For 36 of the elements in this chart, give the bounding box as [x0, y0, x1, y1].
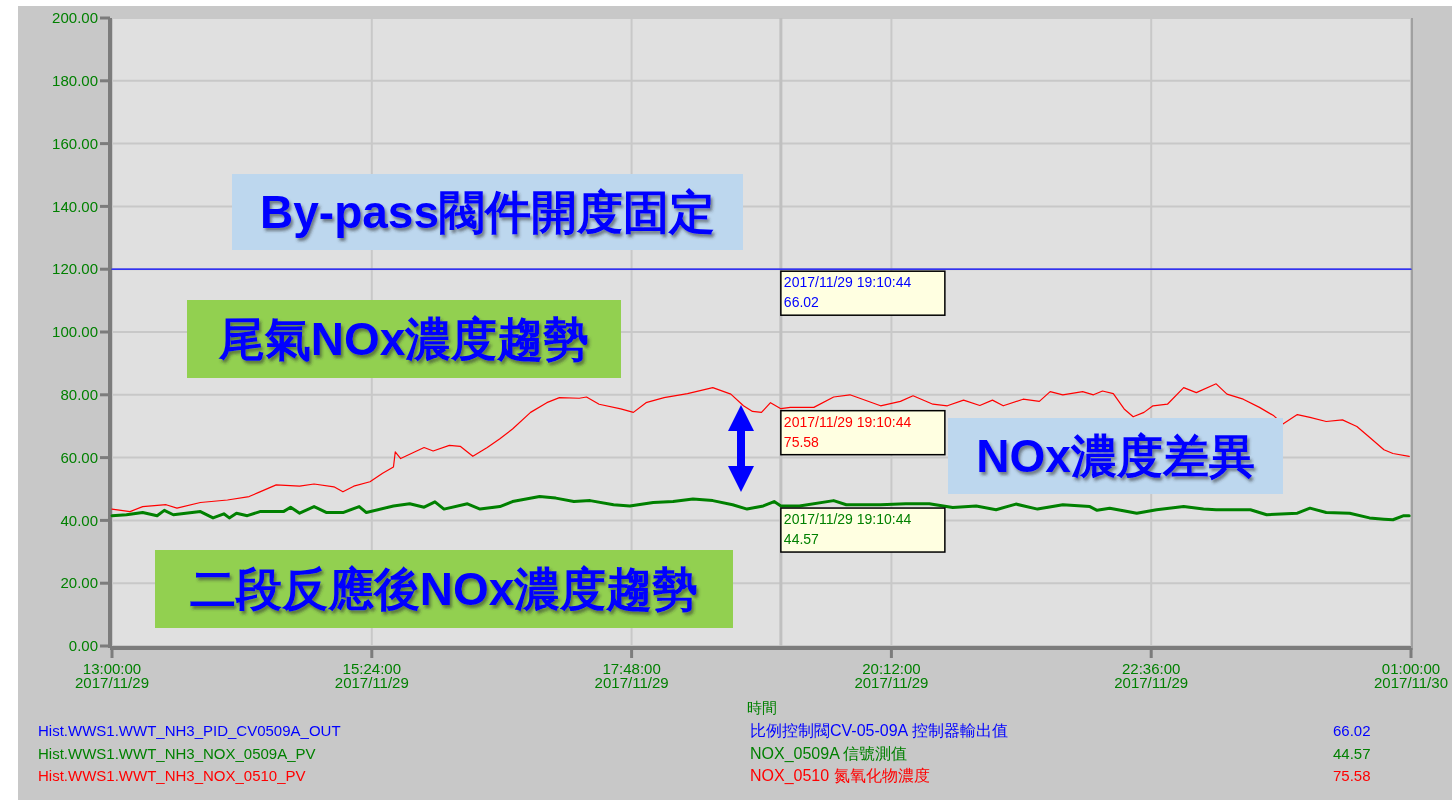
text: NOX_0510 氮氧化物濃度 [750, 767, 930, 785]
y-tick-label: 60.00 [60, 448, 98, 466]
annotation: 尾氣NOx濃度趨勢 [217, 313, 590, 365]
annotation: By-pass閥件開度固定 [260, 186, 715, 238]
y-tick-label: 20.00 [60, 574, 98, 592]
y-tick-label: 140.00 [52, 197, 98, 215]
y-tick-label: 160.00 [52, 134, 98, 152]
annotation: NOx濃度差異 [976, 430, 1255, 482]
y-tick-label: 80.00 [60, 386, 98, 404]
x-tick-label: 20:12:00 2017/11/29 [854, 660, 929, 691]
text: Hist.WWS1.WWT_NH3_NOX_0509A_PV [38, 744, 316, 762]
y-tick-label: 100.00 [52, 323, 98, 341]
text: 44.57 [1333, 744, 1371, 762]
x-axis-title: 時間 [746, 699, 777, 716]
y-tick-label: 200.00 [52, 9, 98, 27]
x-tick-label: 22:36:00 2017/11/29 [1114, 660, 1189, 691]
text: Hist.WWS1.WWT_NH3_NOX_0510_PV [38, 767, 306, 784]
text: Hist.WWS1.WWT_NH3_PID_CV0509A_OUT [38, 722, 341, 739]
text: NOX_0509A 信號測值 [750, 744, 908, 763]
annotation: 2017/11/29 19:10:44 44.57 [783, 511, 912, 548]
y-tick-label: 180.00 [52, 72, 98, 90]
y-tick-label: 40.00 [60, 511, 98, 529]
x-tick-label: 13:00:00 2017/11/29 [75, 660, 149, 691]
annotation: 二段反應後NOx濃度趨勢 [189, 563, 699, 615]
line-series [111, 383, 1410, 513]
line-series [110, 495, 1411, 522]
x-tick-label: 01:00:00 2017/11/30 [1374, 660, 1448, 691]
annotation: 2017/11/29 19:10:44 66.02 [783, 274, 912, 311]
text: 比例控制閥CV-05-09A 控制器輸出值 [750, 722, 1008, 739]
annotation: 2017/11/29 19:10:44 75.58 [783, 413, 912, 450]
y-tick-label: 120.00 [52, 260, 98, 278]
y-tick-label: 0.00 [68, 637, 98, 655]
text: 66.02 [1333, 722, 1371, 739]
text: 75.58 [1333, 767, 1371, 784]
x-tick-label: 17:48:00 2017/11/29 [594, 660, 669, 691]
x-tick-label: 15:24:00 2017/11/29 [334, 660, 409, 691]
